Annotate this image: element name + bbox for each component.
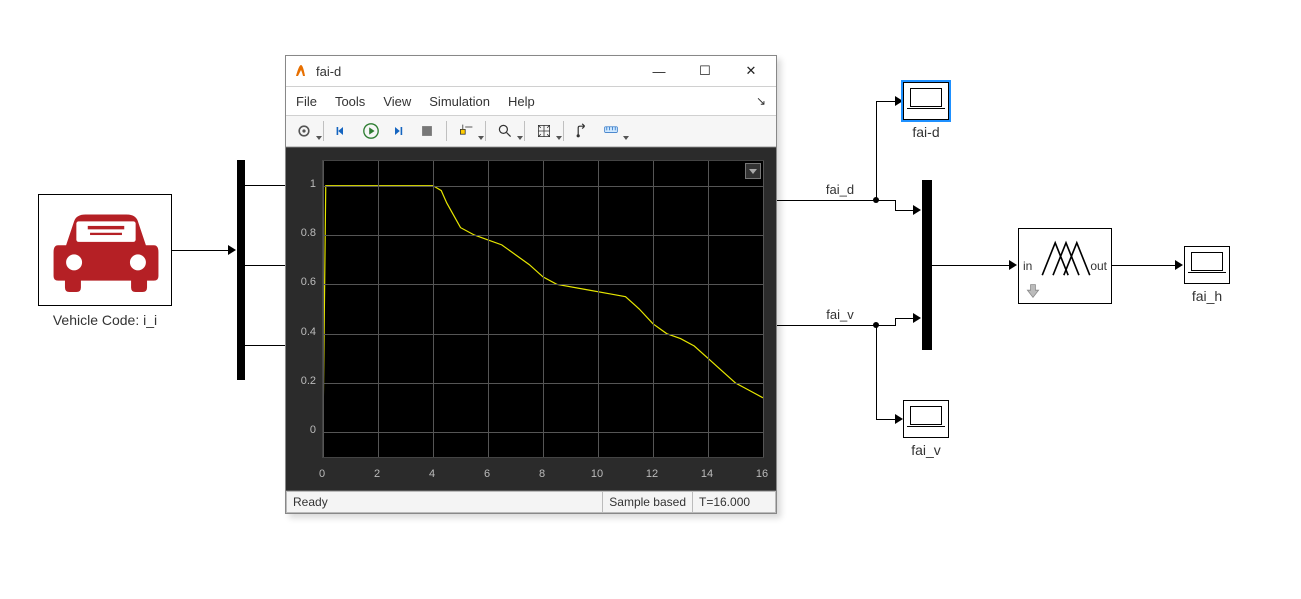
arrow-icon xyxy=(913,313,921,323)
wire xyxy=(1112,265,1177,266)
status-time: T=16.000 xyxy=(692,491,776,513)
wire xyxy=(245,345,285,346)
scope-fai-d[interactable] xyxy=(903,82,949,120)
status-mode: Sample based xyxy=(602,491,692,513)
wire xyxy=(245,185,285,186)
wire xyxy=(876,325,877,419)
menu-view[interactable]: View xyxy=(383,94,411,109)
vehicle-block-label: Vehicle Code: i_i xyxy=(20,312,190,328)
config-button[interactable] xyxy=(292,120,316,142)
wire xyxy=(172,250,230,251)
menubar: File Tools View Simulation Help ↘ xyxy=(286,87,776,116)
arrow-icon xyxy=(895,96,903,106)
fuzzy-block[interactable]: in out xyxy=(1018,228,1112,304)
menu-help[interactable]: Help xyxy=(508,94,535,109)
wire xyxy=(775,325,876,326)
wire xyxy=(245,265,285,266)
autoscale-button[interactable] xyxy=(532,120,556,142)
run-button[interactable] xyxy=(359,120,383,142)
wire xyxy=(932,265,1011,266)
scope-fai-d-label: fai-d xyxy=(895,124,957,140)
arrow-icon xyxy=(895,414,903,424)
maximize-button[interactable]: ☐ xyxy=(682,57,728,85)
measure-button[interactable] xyxy=(599,120,623,142)
wire xyxy=(876,419,896,420)
scope-fai-h-label: fai_h xyxy=(1176,288,1238,304)
scope-window[interactable]: fai-d — ☐ ✕ File Tools View Simulation H… xyxy=(285,55,777,514)
scope-fai-v-label: fai_v xyxy=(895,442,957,458)
menu-simulation[interactable]: Simulation xyxy=(429,94,490,109)
scope-fai-v[interactable] xyxy=(903,400,949,438)
toolbar xyxy=(286,116,776,147)
arrow-icon xyxy=(1175,260,1183,270)
window-title: fai-d xyxy=(316,64,636,79)
statusbar: Ready Sample based T=16.000 xyxy=(286,491,776,513)
arrow-icon xyxy=(913,205,921,215)
highlight-button[interactable] xyxy=(454,120,478,142)
wire xyxy=(876,200,895,201)
restart-button[interactable] xyxy=(331,120,355,142)
mux-block[interactable] xyxy=(922,180,932,350)
titlebar[interactable]: fai-d — ☐ ✕ xyxy=(286,56,776,87)
wire xyxy=(895,318,915,319)
wire xyxy=(895,318,896,326)
step-button[interactable] xyxy=(387,120,411,142)
scope-fai-h[interactable] xyxy=(1184,246,1230,284)
wire xyxy=(895,210,915,211)
zoom-button[interactable] xyxy=(493,120,517,142)
fuzzy-out-label: out xyxy=(1090,259,1107,273)
wire xyxy=(876,101,896,102)
arrow-icon xyxy=(1009,260,1017,270)
plot-area[interactable]: 024681012141600.20.40.60.81 xyxy=(286,147,776,491)
wire xyxy=(876,101,877,201)
menu-file[interactable]: File xyxy=(296,94,317,109)
plot-inner xyxy=(322,160,764,458)
triggers-button[interactable] xyxy=(571,120,595,142)
signal-label-fai-v: fai_v xyxy=(815,307,865,322)
vehicle-block[interactable] xyxy=(38,194,172,306)
stop-button[interactable] xyxy=(415,120,439,142)
car-icon xyxy=(49,205,163,297)
fuzzy-mf-icon xyxy=(1039,237,1093,281)
signal-label-fai-d: fai_d xyxy=(815,182,865,197)
demux-block[interactable] xyxy=(237,160,245,380)
arrow-icon xyxy=(228,245,236,255)
close-button[interactable]: ✕ xyxy=(728,57,774,85)
down-arrow-icon xyxy=(1025,283,1041,299)
pin-icon[interactable]: ↘ xyxy=(756,94,766,108)
minimize-button[interactable]: — xyxy=(636,57,682,85)
simulink-canvas: Vehicle Code: i_i fai_d fai_v fai-d fai_… xyxy=(0,0,1301,599)
wire xyxy=(775,200,876,201)
wire xyxy=(876,325,895,326)
menu-tools[interactable]: Tools xyxy=(335,94,365,109)
status-ready: Ready xyxy=(286,491,602,513)
wire xyxy=(895,200,896,210)
matlab-icon xyxy=(292,63,308,79)
fuzzy-in-label: in xyxy=(1023,259,1032,273)
